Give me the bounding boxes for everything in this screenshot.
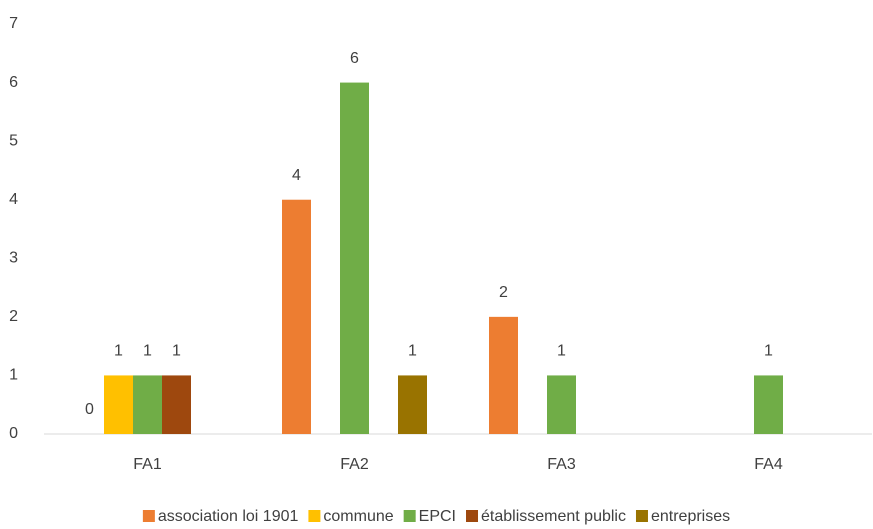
legend-label: association loi 1901	[158, 508, 299, 525]
x-tick-label: FA2	[340, 456, 369, 473]
y-tick-label: 4	[9, 191, 18, 208]
legend-swatch	[403, 510, 416, 522]
data-label: 1	[172, 343, 181, 360]
data-label: 1	[114, 343, 123, 360]
data-label: 2	[499, 284, 508, 301]
y-tick-label: 0	[9, 425, 18, 442]
data-label: 1	[764, 343, 773, 360]
legend-swatch	[142, 510, 155, 522]
legend-label: commune	[323, 508, 393, 525]
bar	[282, 199, 311, 434]
bar	[547, 375, 576, 434]
data-label: 6	[350, 50, 359, 67]
data-label: 0	[85, 401, 94, 418]
y-tick-label: 2	[9, 308, 18, 325]
bar	[489, 316, 518, 434]
bar	[340, 82, 369, 435]
bar	[398, 375, 427, 434]
legend-swatch	[308, 510, 321, 522]
y-tick-label: 6	[9, 74, 18, 91]
y-tick-label: 7	[9, 15, 18, 32]
legend-label: EPCI	[419, 508, 456, 525]
x-tick-label: FA4	[754, 456, 783, 473]
y-tick-label: 1	[9, 367, 18, 384]
bar	[162, 375, 191, 434]
x-tick-label: FA1	[133, 456, 162, 473]
bar	[133, 375, 162, 434]
y-tick-label: 3	[9, 250, 18, 267]
legend-label: établissement public	[481, 508, 626, 525]
y-tick-label: 5	[9, 132, 18, 149]
legend-swatch	[466, 510, 479, 522]
data-label: 1	[408, 343, 417, 360]
x-tick-label: FA3	[547, 456, 576, 473]
data-label: 1	[557, 343, 566, 360]
data-label: 1	[143, 343, 152, 360]
bar	[754, 375, 783, 434]
data-label: 4	[292, 167, 301, 184]
bar	[104, 375, 133, 434]
legend-swatch	[635, 510, 648, 522]
legend-label: entreprises	[651, 508, 730, 525]
